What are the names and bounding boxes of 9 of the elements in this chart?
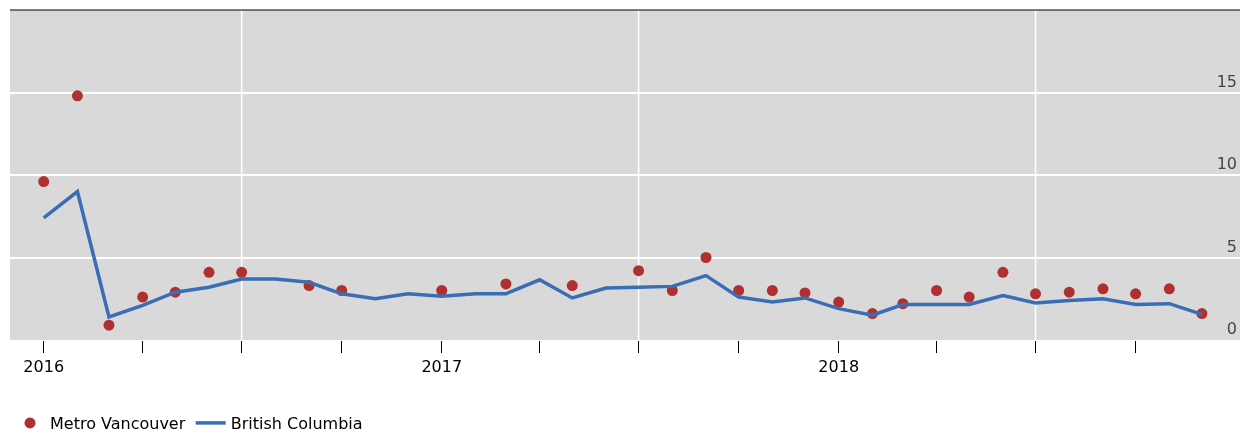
x-tick-label: 2018 (818, 357, 860, 377)
legend-label: British Columbia (230, 414, 363, 434)
x-tick-label: 2016 (23, 357, 65, 377)
y-tick-label: 5 (1226, 236, 1237, 256)
x-tick-label: 2017 (421, 357, 463, 377)
legend-label: Metro Vancouver (50, 414, 186, 434)
y-tick-label: 10 (1216, 154, 1237, 174)
y-tick-label: 15 (1216, 71, 1237, 91)
y-tick-label: 0 (1226, 319, 1237, 339)
